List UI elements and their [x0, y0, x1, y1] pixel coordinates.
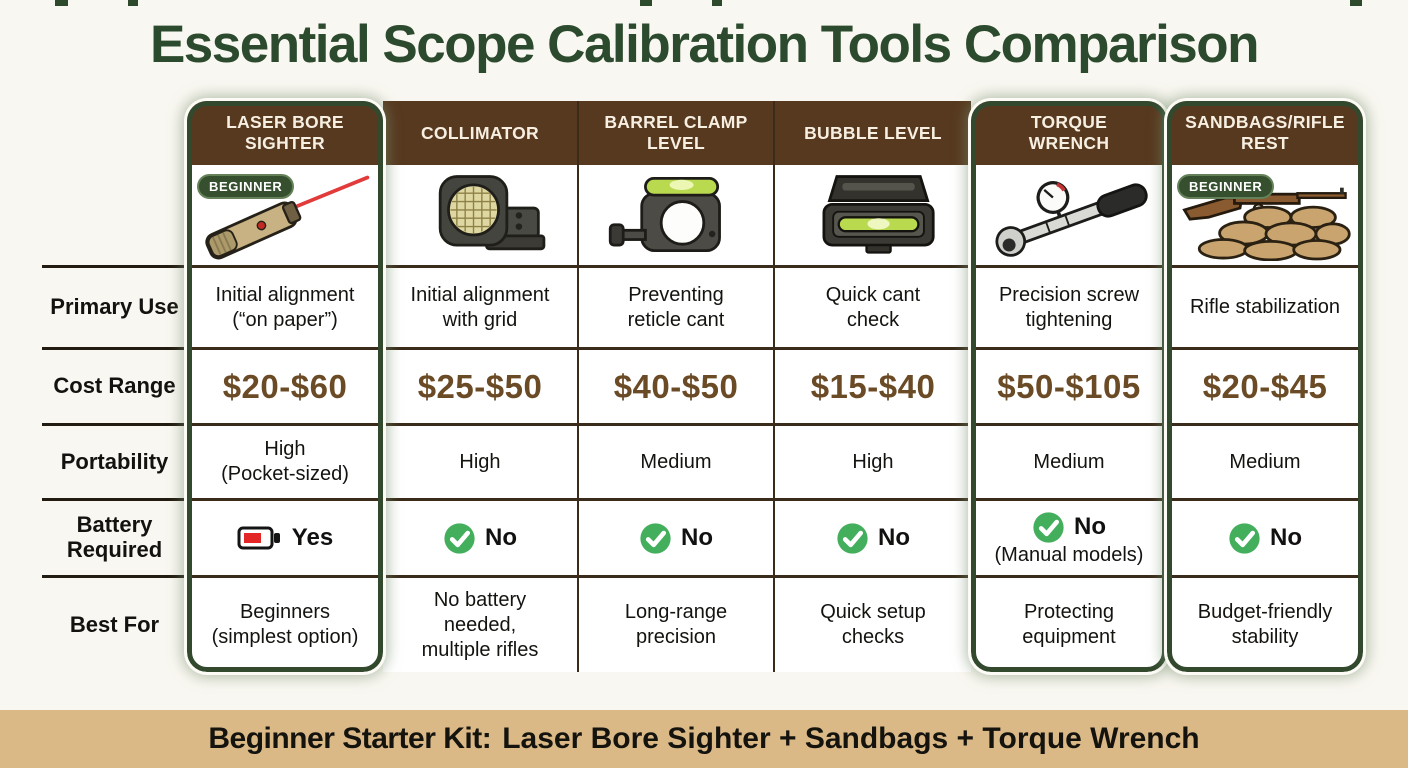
row-label-battery-required: Battery Required	[42, 498, 187, 575]
cost-range-cell: $50-$105	[971, 347, 1167, 423]
best-for-cell: Budget-friendly stability	[1167, 575, 1363, 672]
check-icon	[1229, 522, 1260, 554]
battery-icon	[237, 526, 280, 550]
portability-cell: Medium	[579, 423, 773, 498]
portability-cell: High (Pocket-sized)	[187, 423, 383, 498]
row-label-portability: Portability	[42, 423, 187, 498]
battery-cell: No	[579, 498, 773, 575]
column-header: TORQUE WRENCH	[971, 101, 1167, 165]
beginner-badge: BEGINNER	[1177, 174, 1275, 199]
column-header: SANDBAGS/RIFLE REST	[1167, 101, 1363, 165]
battery-value: Yes	[291, 524, 334, 551]
battery-value: No	[878, 524, 910, 551]
tool-icon-cell	[971, 165, 1167, 265]
column-header: BARREL CLAMP LEVEL	[579, 101, 773, 165]
cost-range-cell: $40-$50	[579, 347, 773, 423]
best-for-cell: Protecting equipment	[971, 575, 1167, 672]
portability-cell: High	[383, 423, 577, 498]
row-labels-column: Primary Use Cost Range Portability Batte…	[42, 101, 187, 672]
portability-cell: Medium	[971, 423, 1167, 498]
sandbags-rifle-rest-icon	[1182, 187, 1351, 261]
row-label-primary-use: Primary Use	[42, 265, 187, 347]
row-label-best-for: Best For	[42, 575, 187, 672]
column-bubble-level: BUBBLE LEVEL Quick cant check $15-$40 Hi…	[775, 101, 971, 672]
tool-icon-cell	[383, 165, 577, 265]
column-header: COLLIMATOR	[383, 101, 577, 165]
primary-use-cell: Initial alignment (“on paper”)	[187, 265, 383, 347]
beginner-starter-kit-banner: Beginner Starter Kit: Laser Bore Sighter…	[0, 710, 1408, 768]
row-label-cost-range: Cost Range	[42, 347, 187, 423]
collimator-icon	[438, 175, 546, 251]
banner-text: Laser Bore Sighter + Sandbags + Torque W…	[502, 722, 1200, 755]
column-header: BUBBLE LEVEL	[775, 101, 971, 165]
battery-value: No	[485, 524, 517, 551]
battery-value: No	[1074, 513, 1106, 540]
tool-icon-cell	[579, 165, 773, 265]
column-barrel-clamp-level: BARREL CLAMP LEVEL Preventing reticle ca…	[579, 101, 775, 672]
tool-icon-cell	[775, 165, 971, 265]
top-edge-artifact	[55, 0, 68, 6]
battery-value: No	[681, 524, 713, 551]
barrel-clamp-level-icon	[608, 177, 721, 253]
primary-use-cell: Rifle stabilization	[1167, 265, 1363, 347]
column-header: LASER BORE SIGHTER	[187, 101, 383, 165]
cost-range-cell: $15-$40	[775, 347, 971, 423]
column-laser-bore-sighter: LASER BORE SIGHTER BEGINNER Initial alig…	[187, 101, 383, 672]
comparison-table: Primary Use Cost Range Portability Batte…	[42, 101, 1363, 672]
check-icon	[640, 522, 671, 554]
battery-note: (Manual models)	[994, 543, 1144, 566]
battery-cell: Yes	[187, 498, 383, 575]
battery-cell: No (Manual models)	[971, 498, 1167, 575]
tool-icon-cell: BEGINNER	[187, 165, 383, 265]
torque-wrench-icon	[995, 181, 1148, 257]
best-for-cell: Long-range precision	[579, 575, 773, 672]
primary-use-cell: Initial alignment with grid	[383, 265, 577, 347]
battery-cell: No	[383, 498, 577, 575]
battery-cell: No	[1167, 498, 1363, 575]
cost-range-cell: $20-$45	[1167, 347, 1363, 423]
beginner-badge: BEGINNER	[197, 174, 295, 199]
page-title: Essential Scope Calibration Tools Compar…	[149, 15, 1260, 74]
best-for-cell: No battery needed, multiple rifles	[383, 575, 577, 672]
tool-icon-cell: BEGINNER	[1167, 165, 1363, 265]
check-icon	[837, 522, 868, 554]
cost-range-cell: $20-$60	[187, 347, 383, 423]
bubble-level-icon	[822, 175, 935, 254]
portability-cell: Medium	[1167, 423, 1363, 498]
top-edge-artifact	[712, 0, 722, 6]
best-for-cell: Beginners (simplest option)	[187, 575, 383, 672]
check-icon	[444, 522, 475, 554]
primary-use-cell: Preventing reticle cant	[579, 265, 773, 347]
label-spacer	[42, 101, 187, 265]
primary-use-cell: Precision screw tightening	[971, 265, 1167, 347]
banner-prefix: Beginner Starter Kit:	[208, 722, 492, 755]
top-edge-artifact	[1350, 0, 1362, 6]
top-edge-artifact	[640, 0, 652, 6]
portability-cell: High	[775, 423, 971, 498]
column-torque-wrench: TORQUE WRENCH Precision screw tightening	[971, 101, 1167, 672]
top-edge-artifact	[128, 0, 138, 6]
column-collimator: COLLIMATOR Initial alignm	[383, 101, 579, 672]
best-for-cell: Quick setup checks	[775, 575, 971, 672]
check-icon	[1033, 511, 1064, 543]
battery-value: No	[1270, 524, 1302, 551]
battery-cell: No	[775, 498, 971, 575]
column-sandbags-rifle-rest: SANDBAGS/RIFLE REST BEGINNER	[1167, 101, 1363, 672]
cost-range-cell: $25-$50	[383, 347, 577, 423]
primary-use-cell: Quick cant check	[775, 265, 971, 347]
laser-bore-sighter-icon	[205, 175, 370, 260]
